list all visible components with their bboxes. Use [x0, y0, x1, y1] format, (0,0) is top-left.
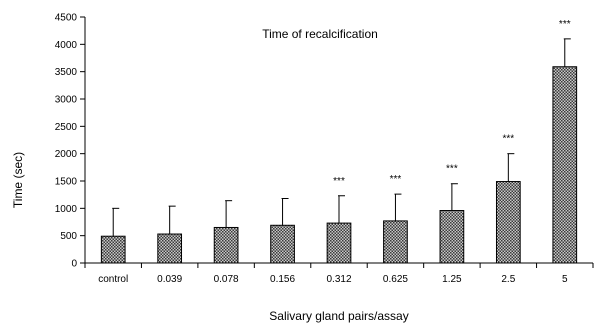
x-tick-label: 0.039 [157, 274, 182, 285]
error-bar-1.25 [450, 183, 458, 211]
x-tick-label: 2.5 [501, 274, 515, 285]
x-tick-label: 5 [562, 274, 568, 285]
error-bar-2.5 [507, 153, 515, 182]
bar-0.156 [270, 224, 295, 264]
y-tick-label: 3000 [55, 95, 78, 106]
x-tick-label: 0.312 [326, 274, 351, 285]
significance-mark: *** [446, 164, 458, 175]
y-axis: 0 500 1000 1500 2000 2500 3000 3500 4000 4500 [55, 13, 86, 270]
significance-mark: *** [502, 134, 514, 145]
bar-1.25 [439, 210, 465, 264]
error-bar-0.078 [225, 200, 233, 228]
y-tick-label: 3500 [55, 67, 78, 78]
y-axis-title: Time (sec) [11, 152, 25, 208]
y-tick-label: 1500 [55, 177, 78, 188]
x-tick-label: 0.625 [383, 274, 408, 285]
y-tick-label: 1000 [55, 204, 78, 215]
error-bar-0.156 [281, 197, 289, 226]
y-tick-label: 2500 [55, 122, 78, 133]
error-bar-control [112, 207, 120, 237]
error-bar-5 [563, 38, 571, 67]
error-bars-group [112, 38, 571, 237]
significance-mark: *** [390, 174, 402, 185]
bar-0.039 [157, 233, 183, 264]
bar-2.5 [495, 181, 521, 264]
bars-group [100, 66, 578, 264]
error-bar-0.312 [338, 195, 345, 224]
significance-mark: *** [559, 19, 571, 30]
y-tick-label: 4500 [55, 13, 78, 24]
bar-0.625 [383, 220, 408, 264]
bar-5 [552, 66, 578, 264]
x-tick-label: 0.156 [270, 274, 295, 285]
x-axis: control 0.039 0.078 0.156 0.312 0.625 1.25 2.5 5 [84, 262, 594, 285]
error-bar-0.625 [394, 193, 402, 221]
x-axis-title: Salivary gland pairs/assay [269, 309, 408, 323]
error-bar-0.039 [168, 205, 176, 235]
y-tick-label: 500 [60, 231, 77, 242]
bar-0.078 [213, 226, 239, 264]
chart-title: Time of recalcification [262, 27, 378, 41]
y-tick-label: 2000 [55, 149, 78, 160]
x-tick-label: 0.078 [214, 274, 239, 285]
significance-marks-group: *** *** *** *** *** [333, 19, 571, 187]
bar-0.312 [326, 222, 352, 264]
x-tick-label: control [98, 274, 128, 285]
x-tick-label: 1.25 [442, 274, 462, 285]
y-tick-label: 4000 [55, 40, 78, 51]
bar-control [100, 235, 126, 264]
y-tick-label: 0 [71, 259, 77, 270]
significance-mark: *** [333, 176, 345, 187]
